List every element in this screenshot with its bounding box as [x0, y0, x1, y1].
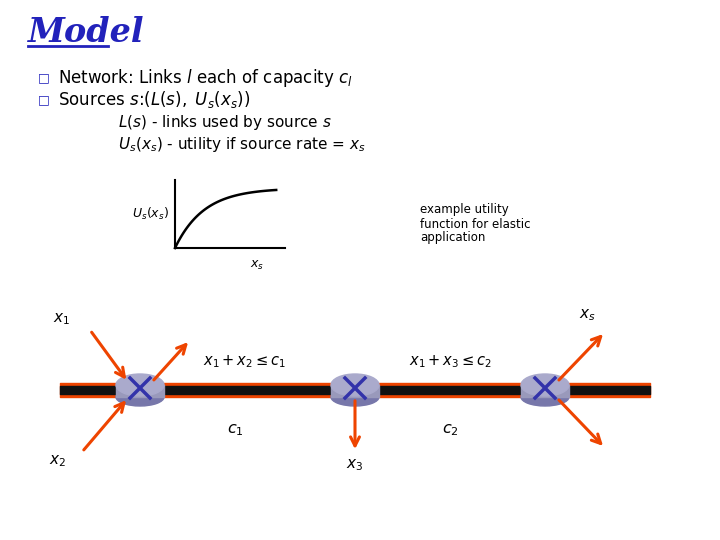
- Text: $x_2$: $x_2$: [50, 453, 66, 469]
- Bar: [521, 385, 569, 397]
- Ellipse shape: [116, 388, 164, 406]
- Ellipse shape: [521, 388, 569, 406]
- Text: $x_1 + x_3 \leq c_2$: $x_1 + x_3 \leq c_2$: [408, 354, 492, 370]
- Text: Sources $s$:$(L(s),\ U_s(x_s))$: Sources $s$:$(L(s),\ U_s(x_s))$: [58, 90, 250, 111]
- Text: $x_s$: $x_s$: [251, 259, 264, 272]
- Text: $x_1$: $x_1$: [53, 311, 71, 327]
- Text: $x_3$: $x_3$: [346, 457, 364, 472]
- Text: □: □: [38, 71, 50, 84]
- Text: example utility: example utility: [420, 204, 509, 217]
- Ellipse shape: [521, 374, 569, 396]
- Text: $x_1 + x_2 \leq c_1$: $x_1 + x_2 \leq c_1$: [204, 354, 287, 370]
- Ellipse shape: [116, 374, 164, 396]
- Bar: [116, 385, 164, 397]
- Text: $L(s)$ - links used by source $s$: $L(s)$ - links used by source $s$: [118, 112, 332, 132]
- Ellipse shape: [331, 374, 379, 396]
- Text: Model: Model: [28, 16, 145, 49]
- Bar: [331, 385, 379, 397]
- Text: $U_s(x_s)$: $U_s(x_s)$: [132, 206, 169, 222]
- Text: application: application: [420, 232, 485, 245]
- Text: $c_2$: $c_2$: [441, 422, 459, 438]
- Text: $U_s(x_s)$ - utility if source rate = $x_s$: $U_s(x_s)$ - utility if source rate = $x…: [118, 134, 366, 153]
- Text: □: □: [38, 93, 50, 106]
- Text: function for elastic: function for elastic: [420, 218, 531, 231]
- Text: Network: Links $l$ each of capacity $c_l$: Network: Links $l$ each of capacity $c_l…: [58, 67, 353, 89]
- Ellipse shape: [331, 388, 379, 406]
- Text: $x_s$: $x_s$: [579, 307, 595, 323]
- Text: $c_1$: $c_1$: [227, 422, 243, 438]
